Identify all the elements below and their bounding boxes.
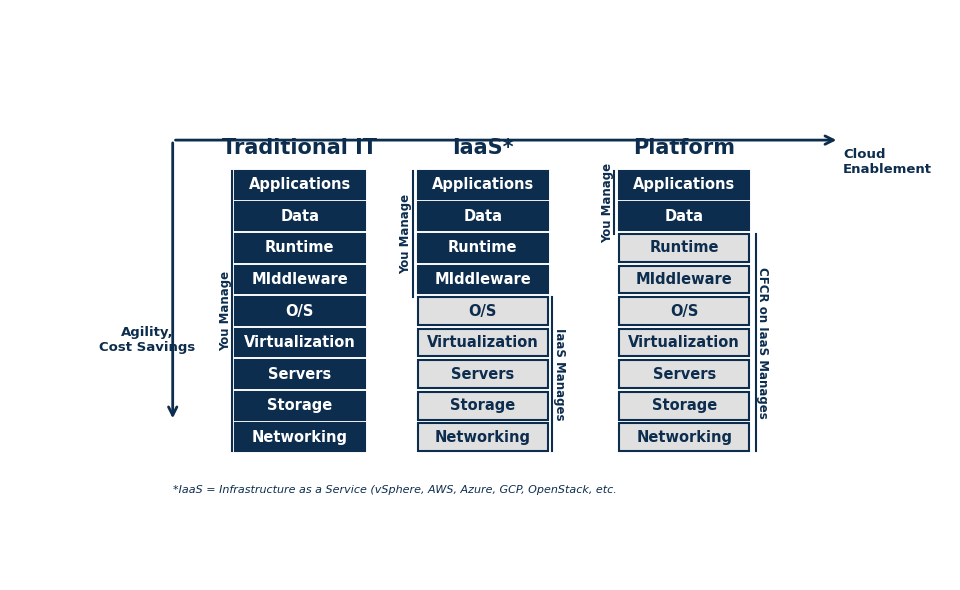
Text: Virtualization: Virtualization bbox=[244, 335, 355, 350]
Text: Storage: Storage bbox=[450, 398, 516, 413]
FancyBboxPatch shape bbox=[418, 392, 548, 419]
FancyBboxPatch shape bbox=[619, 360, 750, 388]
FancyBboxPatch shape bbox=[234, 171, 365, 199]
Text: IaaS Manages: IaaS Manages bbox=[553, 328, 566, 421]
FancyBboxPatch shape bbox=[234, 424, 365, 451]
FancyBboxPatch shape bbox=[234, 392, 365, 419]
Text: Platform: Platform bbox=[634, 138, 735, 158]
FancyBboxPatch shape bbox=[619, 297, 750, 325]
FancyBboxPatch shape bbox=[418, 360, 548, 388]
FancyBboxPatch shape bbox=[418, 297, 548, 325]
FancyBboxPatch shape bbox=[418, 171, 548, 199]
Text: Applications: Applications bbox=[633, 177, 735, 192]
FancyBboxPatch shape bbox=[619, 424, 750, 451]
Text: Runtime: Runtime bbox=[448, 240, 517, 255]
Text: O/S: O/S bbox=[286, 303, 314, 319]
FancyBboxPatch shape bbox=[619, 266, 750, 293]
FancyBboxPatch shape bbox=[234, 297, 365, 325]
Text: Runtime: Runtime bbox=[265, 240, 334, 255]
Text: You Manage: You Manage bbox=[219, 271, 232, 351]
Text: IaaS*: IaaS* bbox=[452, 138, 514, 158]
Text: Agility,
Cost Savings: Agility, Cost Savings bbox=[99, 326, 195, 355]
FancyBboxPatch shape bbox=[234, 234, 365, 262]
Text: Servers: Servers bbox=[653, 366, 716, 382]
Text: Storage: Storage bbox=[652, 398, 717, 413]
Text: MIddleware: MIddleware bbox=[434, 272, 531, 287]
Text: MIddleware: MIddleware bbox=[252, 272, 348, 287]
Text: You Manage: You Manage bbox=[601, 162, 614, 242]
Text: Storage: Storage bbox=[267, 398, 332, 413]
FancyBboxPatch shape bbox=[619, 171, 750, 199]
Text: Networking: Networking bbox=[252, 430, 348, 445]
FancyBboxPatch shape bbox=[418, 266, 548, 293]
FancyBboxPatch shape bbox=[234, 202, 365, 230]
FancyBboxPatch shape bbox=[234, 360, 365, 388]
FancyBboxPatch shape bbox=[418, 234, 548, 262]
Text: Data: Data bbox=[463, 209, 502, 224]
Text: O/S: O/S bbox=[468, 303, 497, 319]
Text: Applications: Applications bbox=[432, 177, 534, 192]
Text: Data: Data bbox=[280, 209, 320, 224]
FancyBboxPatch shape bbox=[619, 329, 750, 356]
FancyBboxPatch shape bbox=[418, 329, 548, 356]
Text: Traditional IT: Traditional IT bbox=[223, 138, 377, 158]
Text: Networking: Networking bbox=[636, 430, 732, 445]
Text: You Manage: You Manage bbox=[399, 194, 413, 274]
Text: Servers: Servers bbox=[451, 366, 515, 382]
FancyBboxPatch shape bbox=[418, 424, 548, 451]
FancyBboxPatch shape bbox=[234, 329, 365, 356]
Text: MIddleware: MIddleware bbox=[636, 272, 732, 287]
Text: *IaaS = Infrastructure as a Service (vSphere, AWS, Azure, GCP, OpenStack, etc.: *IaaS = Infrastructure as a Service (vSp… bbox=[173, 486, 616, 496]
Text: Virtualization: Virtualization bbox=[427, 335, 539, 350]
Text: Virtualization: Virtualization bbox=[629, 335, 740, 350]
Text: O/S: O/S bbox=[670, 303, 698, 319]
Text: Applications: Applications bbox=[249, 177, 351, 192]
FancyBboxPatch shape bbox=[619, 202, 750, 230]
Text: Servers: Servers bbox=[268, 366, 331, 382]
Text: CFCR on IaaS Manages: CFCR on IaaS Manages bbox=[756, 267, 769, 418]
FancyBboxPatch shape bbox=[619, 392, 750, 419]
Text: Runtime: Runtime bbox=[650, 240, 719, 255]
Text: Cloud
Enablement: Cloud Enablement bbox=[843, 148, 932, 176]
Text: Networking: Networking bbox=[435, 430, 531, 445]
FancyBboxPatch shape bbox=[234, 266, 365, 293]
Text: Data: Data bbox=[664, 209, 704, 224]
FancyBboxPatch shape bbox=[619, 234, 750, 262]
FancyBboxPatch shape bbox=[418, 202, 548, 230]
